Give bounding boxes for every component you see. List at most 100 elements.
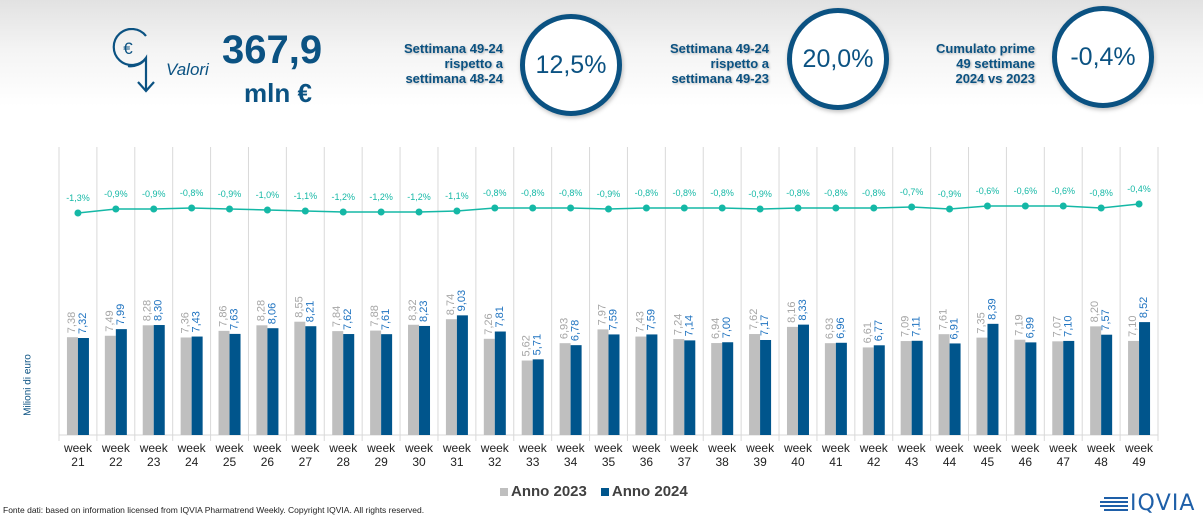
cumulative-label: -1,0% xyxy=(256,190,280,200)
y-axis-label: Milioni di euro xyxy=(22,354,34,416)
x-tick-label: 43 xyxy=(905,455,919,469)
cumulative-point xyxy=(491,204,499,212)
bar-2023 xyxy=(1128,340,1140,435)
bar-label-2024: 7,32 xyxy=(77,313,89,334)
bar-2024 xyxy=(532,359,544,435)
bar-2024 xyxy=(1139,322,1151,435)
cumulative-label: -0,8% xyxy=(824,188,848,198)
bar-label-2024: 9,03 xyxy=(456,290,468,311)
bar-2023 xyxy=(597,329,609,435)
bar-2023 xyxy=(862,347,874,435)
x-tick-label: week xyxy=(556,441,586,455)
x-tick-label: week xyxy=(480,441,510,455)
kpi-label-line: Cumulato prime xyxy=(936,41,1035,56)
cumulative-point xyxy=(870,204,878,212)
bar-label-2023: 7,19 xyxy=(1013,314,1025,335)
bar-2024 xyxy=(684,340,696,435)
cumulative-point xyxy=(415,208,423,216)
bar-label-2023: 7,86 xyxy=(218,305,230,326)
cumulative-label: -0,4% xyxy=(1127,184,1151,194)
bar-label-2023: 6,93 xyxy=(559,318,571,339)
cumulative-label: -0,6% xyxy=(1052,186,1076,196)
cumulative-label: -1,1% xyxy=(445,191,469,201)
bar-2023 xyxy=(142,325,154,435)
cumulative-point xyxy=(680,204,688,212)
cumulative-point xyxy=(908,203,916,211)
bar-2023 xyxy=(256,325,268,435)
bar-label-2024: 7,59 xyxy=(645,309,657,330)
cumulative-label: -0,9% xyxy=(748,189,772,199)
bar-2024 xyxy=(305,326,317,435)
valori-label: Valori xyxy=(166,60,209,79)
bar-2024 xyxy=(229,333,241,435)
bar-label-2023: 7,38 xyxy=(66,312,78,333)
cumulative-label: -0,8% xyxy=(862,188,886,198)
bar-label-2024: 8,06 xyxy=(266,303,278,324)
x-tick-label: week xyxy=(745,441,775,455)
x-tick-label: week xyxy=(442,441,472,455)
bar-label-2024: 7,00 xyxy=(721,317,733,338)
bar-label-2023: 7,97 xyxy=(597,304,609,325)
cumulative-label: -0,9% xyxy=(104,189,128,199)
cumulative-point xyxy=(567,204,575,212)
bar-2023 xyxy=(445,319,457,435)
bar-2023 xyxy=(483,338,495,435)
source-note: Fonte dati: based on information license… xyxy=(3,505,425,515)
bar-2024 xyxy=(608,334,620,435)
cumulative-label: -0,9% xyxy=(142,189,166,199)
bar-2024 xyxy=(191,336,203,435)
x-tick-label: 37 xyxy=(678,455,692,469)
x-tick-label: week xyxy=(935,441,965,455)
cumulative-label: -0,8% xyxy=(710,188,734,198)
bar-2024 xyxy=(343,334,355,435)
bar-label-2023: 7,61 xyxy=(938,309,950,330)
bar-2023 xyxy=(559,343,571,435)
cumulative-label: -1,1% xyxy=(294,191,318,201)
cumulative-label: -1,2% xyxy=(407,192,431,202)
cumulative-label: -0,7% xyxy=(900,187,924,197)
bar-label-2023: 5,62 xyxy=(521,335,533,356)
x-tick-label: week xyxy=(366,441,396,455)
cumulative-label: -1,2% xyxy=(331,192,355,202)
legend: Anno 2023 Anno 2024 xyxy=(500,483,688,500)
kpi-cumulative-value: -0,4% xyxy=(1052,6,1154,108)
bar-2024 xyxy=(911,340,923,435)
bar-label-2023: 8,74 xyxy=(445,294,457,315)
bar-2024 xyxy=(835,342,847,435)
x-tick-label: 34 xyxy=(564,455,578,469)
x-tick-label: week xyxy=(1086,441,1116,455)
cumulative-point xyxy=(605,205,612,213)
cumulative-label: -0,9% xyxy=(218,189,242,199)
cumulative-point xyxy=(794,204,802,212)
x-tick-label: week xyxy=(897,441,927,455)
cumulative-point xyxy=(377,208,385,216)
bar-label-2023: 6,93 xyxy=(824,318,836,339)
cumulative-label: -0,8% xyxy=(521,188,545,198)
kpi-yoy-value: 20,0% xyxy=(787,8,889,110)
bar-2023 xyxy=(976,337,988,435)
bar-2023 xyxy=(370,330,382,435)
header: € Valori 367,9 mln € Settimana 49-24 ris… xyxy=(0,0,1203,125)
x-tick-label: week xyxy=(631,441,661,455)
bar-2023 xyxy=(786,326,798,435)
cumulative-point xyxy=(642,204,650,212)
cumulative-label: -0,6% xyxy=(976,186,1000,196)
bar-label-2023: 8,28 xyxy=(255,300,267,321)
legend-label: Anno 2023 xyxy=(511,483,587,500)
bar-label-2024: 8,23 xyxy=(418,301,430,322)
bar-label-2023: 7,88 xyxy=(369,305,381,326)
total-value: 367,9 xyxy=(222,28,323,72)
cumulative-label: -1,3% xyxy=(66,193,90,203)
x-tick-label: week xyxy=(707,441,737,455)
bar-label-2024: 7,43 xyxy=(191,311,203,332)
x-tick-label: week xyxy=(215,441,245,455)
bar-2024 xyxy=(760,339,772,435)
legend-label: Anno 2024 xyxy=(611,483,688,500)
x-tick-label: 32 xyxy=(488,455,502,469)
cumulative-label: -0,8% xyxy=(483,188,507,198)
bar-2024 xyxy=(570,345,582,435)
bar-2024 xyxy=(949,343,961,435)
x-tick-label: 31 xyxy=(450,455,464,469)
x-tick-label: week xyxy=(783,441,813,455)
